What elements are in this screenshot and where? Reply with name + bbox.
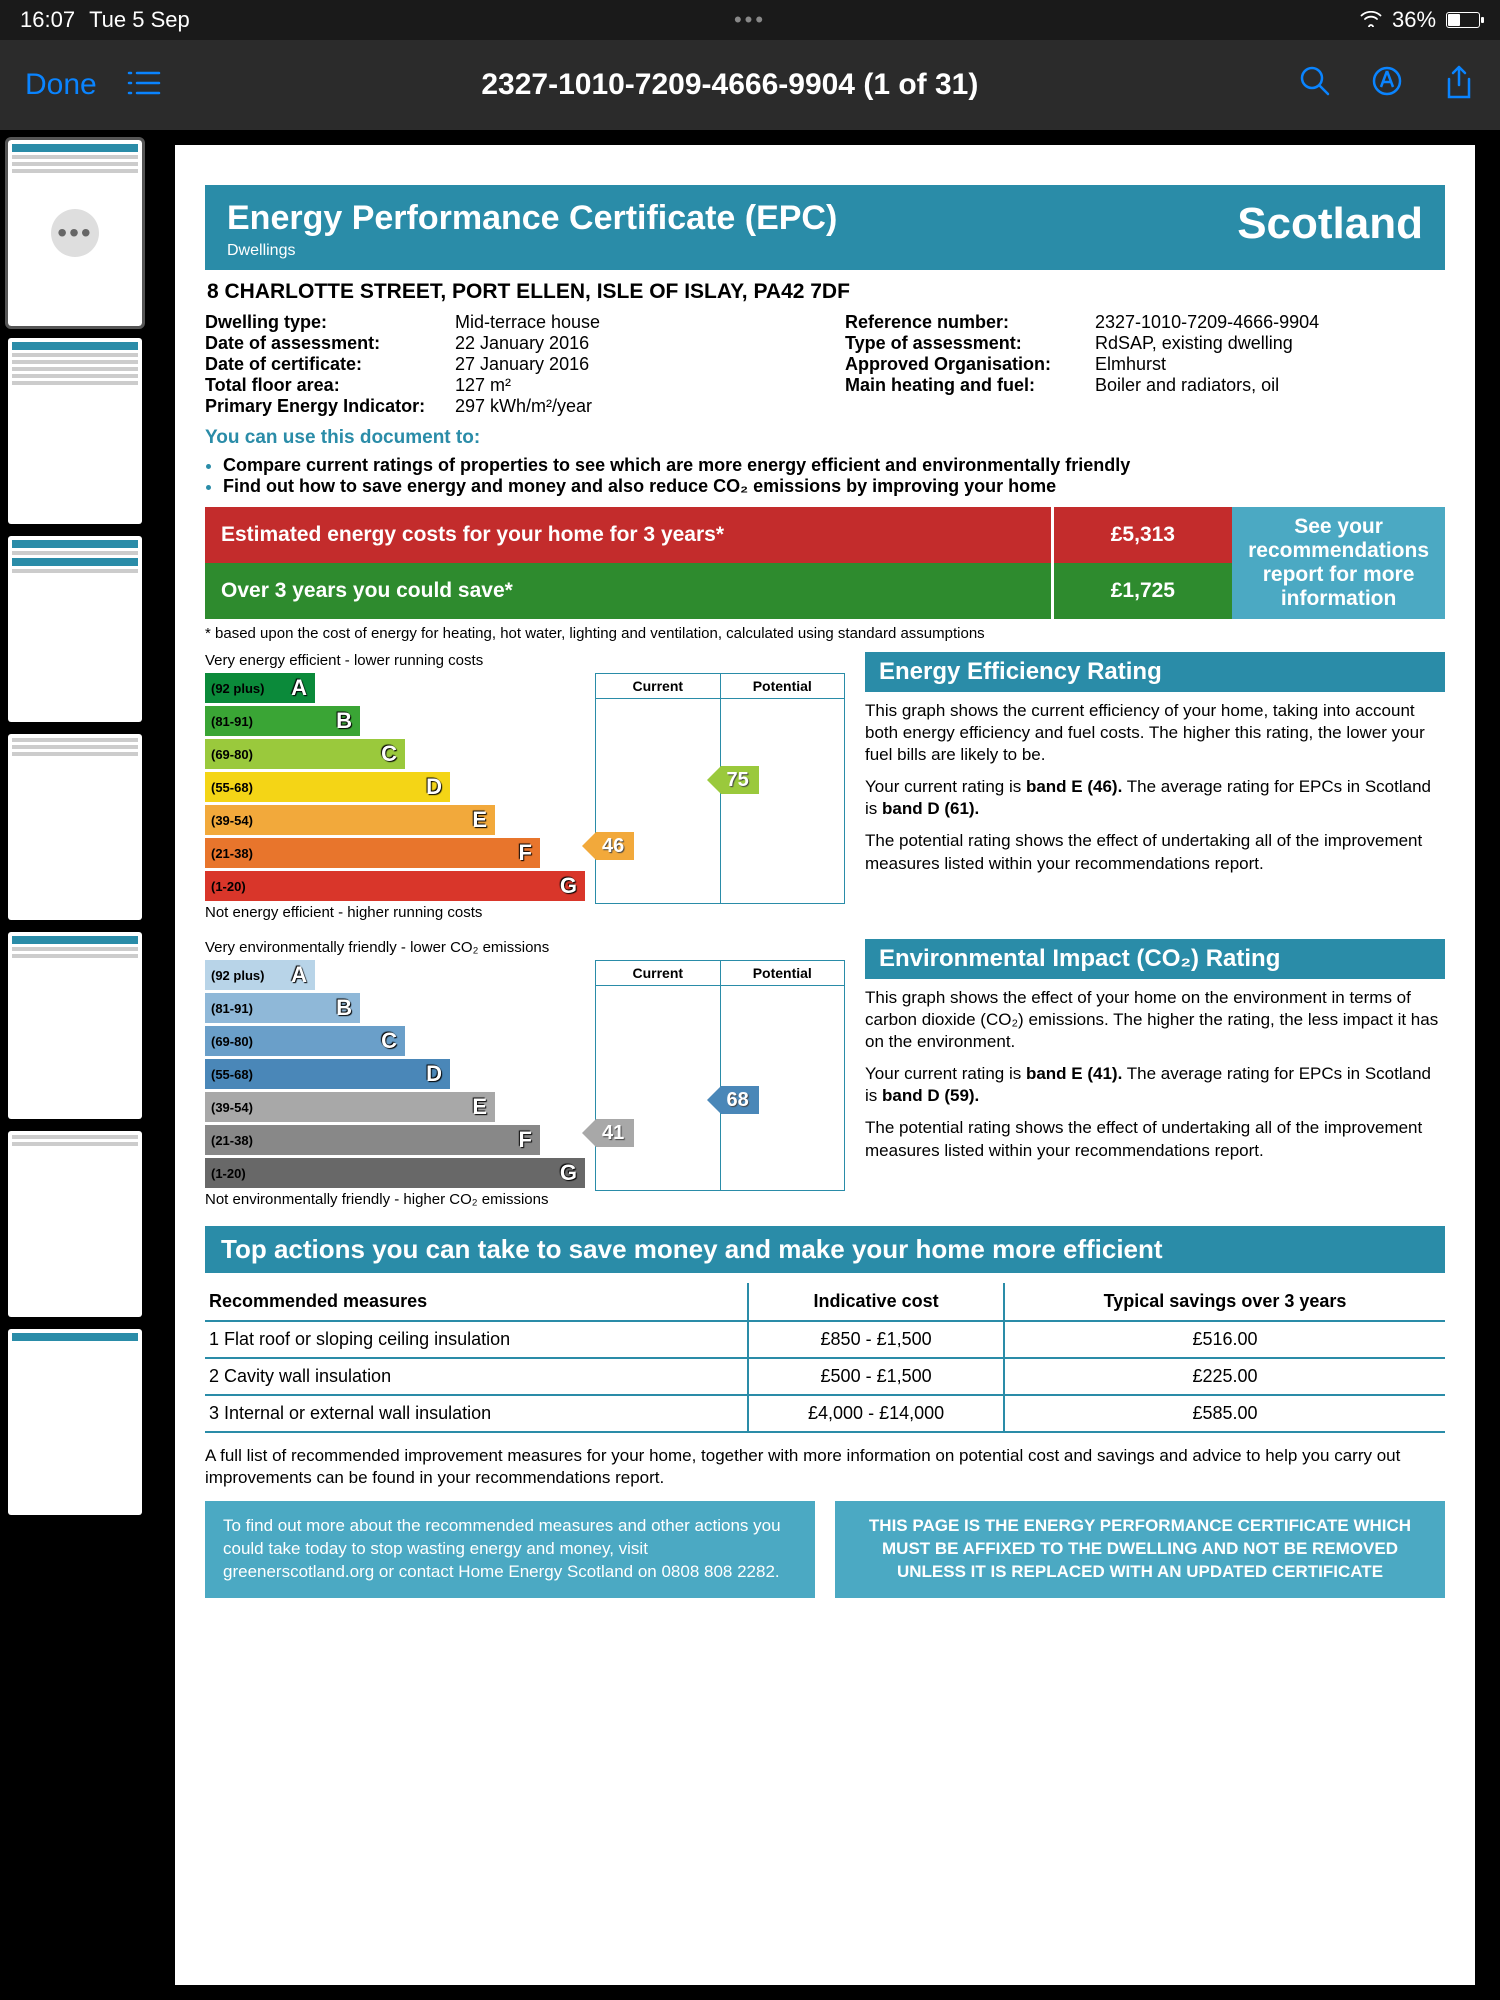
rec-row: 1 Flat roof or sloping ceiling insulatio… [205, 1321, 1445, 1358]
cost-label: Estimated energy costs for your home for… [205, 507, 1052, 563]
save-label: Over 3 years you could save* [205, 563, 1052, 619]
epc-title: Energy Performance Certificate (EPC) [227, 199, 1237, 238]
meta-value: 127 m² [455, 375, 511, 396]
outline-button[interactable] [127, 69, 161, 102]
col-header: Current [596, 674, 720, 699]
chart-caption: Not environmentally friendly - higher CO… [205, 1191, 845, 1208]
efficiency-chart: Very energy efficient - lower running co… [205, 652, 845, 925]
page-thumbnail[interactable] [8, 932, 142, 1118]
recommendations-note: See your recommendations report for more… [1232, 507, 1445, 619]
done-button[interactable]: Done [25, 68, 97, 102]
recommendations-table: Recommended measuresIndicative costTypic… [205, 1283, 1445, 1433]
document-viewport[interactable]: Energy Performance Certificate (EPC) Dwe… [150, 130, 1500, 2000]
meta-value: Elmhurst [1095, 354, 1166, 375]
info-box-left: To find out more about the recommended m… [205, 1501, 815, 1598]
meta-key: Date of assessment: [205, 333, 455, 354]
status-time: 16:07 [20, 7, 75, 33]
property-meta: Dwelling type:Mid-terrace houseDate of a… [205, 312, 1445, 417]
page-thumbnail[interactable] [8, 338, 142, 524]
chart-caption: Very environmentally friendly - lower CO… [205, 939, 845, 956]
use-heading: You can use this document to: [205, 427, 1445, 449]
meta-value: RdSAP, existing dwelling [1095, 333, 1293, 354]
cost-summary: Estimated energy costs for your home for… [205, 507, 1445, 619]
info-box-right: THIS PAGE IS THE ENERGY PERFORMANCE CERT… [835, 1501, 1445, 1598]
page-thumbnail[interactable]: ••• [8, 140, 142, 326]
markup-icon[interactable] [1371, 65, 1403, 106]
page-thumbnail[interactable] [8, 536, 142, 722]
share-icon[interactable] [1443, 65, 1475, 106]
document-title: 2327-1010-7209-4666-9904 (1 of 31) [191, 68, 1269, 102]
meta-key: Type of assessment: [845, 333, 1095, 354]
info-title: Environmental Impact (CO₂) Rating [865, 939, 1445, 979]
thumbnail-strip[interactable]: ••• [0, 130, 150, 2000]
meta-key: Main heating and fuel: [845, 375, 1095, 396]
info-text: This graph shows the current efficiency … [865, 700, 1445, 766]
epc-page: Energy Performance Certificate (EPC) Dwe… [175, 145, 1475, 1985]
col-header: Potential [721, 674, 845, 699]
rec-header: Recommended measures [205, 1283, 748, 1321]
meta-value: 2327-1010-7209-4666-9904 [1095, 312, 1319, 333]
pdf-toolbar: Done 2327-1010-7209-4666-9904 (1 of 31) [0, 40, 1500, 130]
meta-key: Total floor area: [205, 375, 455, 396]
epc-region: Scotland [1237, 199, 1423, 249]
info-text: The potential rating shows the effect of… [865, 830, 1445, 874]
cost-footnote: * based upon the cost of energy for heat… [205, 625, 1445, 642]
status-handle: ••• [734, 7, 766, 33]
meta-value: 22 January 2016 [455, 333, 589, 354]
rec-header: Indicative cost [748, 1283, 1004, 1321]
use-bullets: Compare current ratings of properties to… [223, 455, 1445, 497]
thumbnail-menu-icon[interactable]: ••• [51, 209, 99, 257]
meta-key: Primary Energy Indicator: [205, 396, 455, 417]
meta-key: Dwelling type: [205, 312, 455, 333]
info-text: The potential rating shows the effect of… [865, 1117, 1445, 1161]
environment-info: Environmental Impact (CO₂) Rating This g… [865, 939, 1445, 1212]
info-text: Your current rating is band E (46). The … [865, 776, 1445, 820]
col-header: Current [596, 961, 720, 986]
wifi-icon [1360, 7, 1382, 33]
rec-row: 3 Internal or external wall insulation£4… [205, 1395, 1445, 1432]
recommendations-footer: A full list of recommended improvement m… [205, 1445, 1445, 1489]
epc-header: Energy Performance Certificate (EPC) Dwe… [205, 185, 1445, 270]
col-header: Potential [721, 961, 845, 986]
ipad-status-bar: 16:07 Tue 5 Sep ••• 36% [0, 0, 1500, 40]
use-bullet: Compare current ratings of properties to… [223, 455, 1445, 476]
rec-header: Typical savings over 3 years [1004, 1283, 1445, 1321]
page-thumbnail[interactable] [8, 734, 142, 920]
chart-caption: Not energy efficient - higher running co… [205, 904, 845, 921]
environment-chart: Very environmentally friendly - lower CO… [205, 939, 845, 1212]
meta-key: Reference number: [845, 312, 1095, 333]
search-icon[interactable] [1299, 65, 1331, 106]
meta-key: Approved Organisation: [845, 354, 1095, 375]
chart-caption: Very energy efficient - lower running co… [205, 652, 845, 669]
page-thumbnail[interactable] [8, 1131, 142, 1317]
info-text: Your current rating is band E (41). The … [865, 1063, 1445, 1107]
use-bullet: Find out how to save energy and money an… [223, 476, 1445, 497]
meta-key: Date of certificate: [205, 354, 455, 375]
page-thumbnail[interactable] [8, 1329, 142, 1515]
meta-value: 297 kWh/m²/year [455, 396, 592, 417]
rec-row: 2 Cavity wall insulation£500 - £1,500£22… [205, 1358, 1445, 1395]
property-address: 8 CHARLOTTE STREET, PORT ELLEN, ISLE OF … [207, 280, 1445, 304]
battery-icon [1446, 12, 1480, 28]
status-date: Tue 5 Sep [89, 7, 190, 33]
meta-value: 27 January 2016 [455, 354, 589, 375]
meta-value: Boiler and radiators, oil [1095, 375, 1279, 396]
efficiency-info: Energy Efficiency Rating This graph show… [865, 652, 1445, 925]
info-text: This graph shows the effect of your home… [865, 987, 1445, 1053]
cost-value: £5,313 [1052, 507, 1232, 563]
actions-heading: Top actions you can take to save money a… [205, 1226, 1445, 1273]
epc-subtitle: Dwellings [227, 242, 1237, 260]
info-title: Energy Efficiency Rating [865, 652, 1445, 692]
battery-percent: 36% [1392, 7, 1436, 33]
save-value: £1,725 [1052, 563, 1232, 619]
meta-value: Mid-terrace house [455, 312, 600, 333]
pdf-viewer: ••• Energy Performance Certificate (EPC)… [0, 130, 1500, 2000]
